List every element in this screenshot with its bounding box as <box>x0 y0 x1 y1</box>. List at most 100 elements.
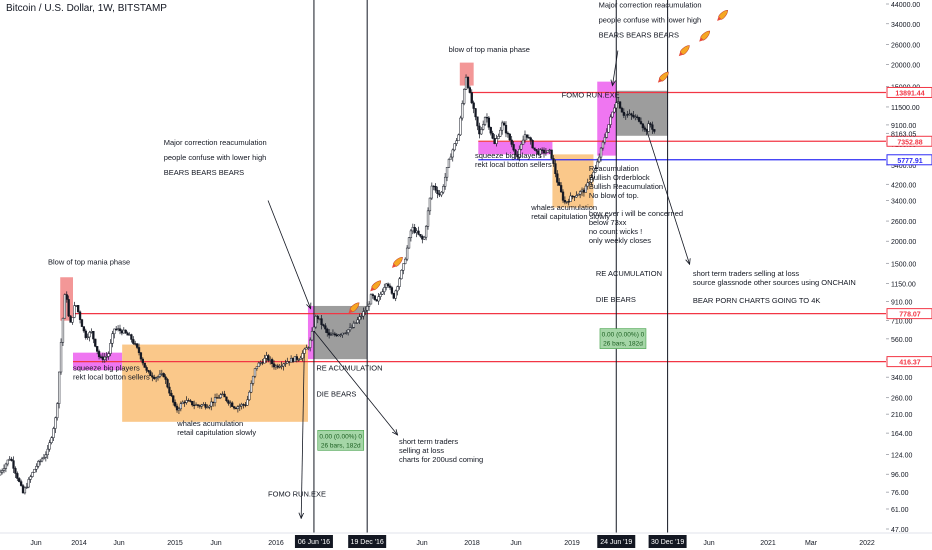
candle-body[interactable] <box>192 404 196 407</box>
candle-body[interactable] <box>130 334 133 340</box>
candle-body[interactable] <box>4 463 8 469</box>
candle-body[interactable] <box>170 392 173 397</box>
candle-body[interactable] <box>584 185 587 193</box>
candle-body[interactable] <box>571 195 574 198</box>
candle-body[interactable] <box>485 116 489 119</box>
candle-body[interactable] <box>8 458 11 461</box>
candle-body[interactable] <box>582 189 586 193</box>
candle-body[interactable] <box>189 400 192 402</box>
candle-body[interactable] <box>554 163 557 175</box>
candle-body[interactable] <box>103 356 106 360</box>
candle-body[interactable] <box>310 330 314 341</box>
candle-body[interactable] <box>269 359 272 361</box>
candle-body[interactable] <box>198 405 202 407</box>
candle-body[interactable] <box>360 315 363 318</box>
candle-body[interactable] <box>559 185 563 193</box>
candle-body[interactable] <box>611 111 614 118</box>
candle-body[interactable] <box>147 370 150 372</box>
candle-body[interactable] <box>202 404 205 406</box>
candle-body[interactable] <box>194 404 198 406</box>
candle-body[interactable] <box>0 470 4 473</box>
candle-body[interactable] <box>563 200 567 203</box>
candle-body[interactable] <box>504 124 508 134</box>
candle-body[interactable] <box>356 319 359 324</box>
candle-body[interactable] <box>478 125 481 135</box>
candle-body[interactable] <box>388 285 392 288</box>
candle-body[interactable] <box>381 291 384 295</box>
candle-body[interactable] <box>394 290 397 299</box>
candle-body[interactable] <box>231 402 234 407</box>
candle-body[interactable] <box>272 363 276 368</box>
arrow-fomo-2016[interactable] <box>301 357 305 518</box>
time-marker-badge[interactable] <box>348 535 387 548</box>
candle-body[interactable] <box>499 129 502 137</box>
candle-body[interactable] <box>634 116 637 118</box>
candle-body[interactable] <box>409 230 413 239</box>
candle-body[interactable] <box>341 332 344 335</box>
candle-body[interactable] <box>50 437 53 443</box>
candle-body[interactable] <box>383 287 386 293</box>
candle-body[interactable] <box>379 293 382 297</box>
candle-body[interactable] <box>10 458 13 461</box>
candle-body[interactable] <box>73 305 76 318</box>
candle-body[interactable] <box>476 116 479 127</box>
candle-body[interactable] <box>65 294 68 300</box>
candle-body[interactable] <box>181 401 184 405</box>
candle-body[interactable] <box>97 351 101 358</box>
candle-body[interactable] <box>489 127 492 134</box>
candle-body[interactable] <box>40 458 44 462</box>
candle-body[interactable] <box>392 293 395 299</box>
candle-body[interactable] <box>295 356 298 360</box>
candle-body[interactable] <box>331 333 335 336</box>
candle-body[interactable] <box>643 127 646 130</box>
candle-body[interactable] <box>255 366 259 369</box>
candle-body[interactable] <box>651 124 654 130</box>
candle-body[interactable] <box>120 330 124 334</box>
candle-body[interactable] <box>620 107 624 113</box>
candle-body[interactable] <box>122 329 125 334</box>
candle-body[interactable] <box>354 322 357 324</box>
candle-body[interactable] <box>274 365 278 368</box>
candle-body[interactable] <box>107 353 110 357</box>
candle-body[interactable] <box>497 136 500 139</box>
candle-body[interactable] <box>291 357 295 362</box>
candle-body[interactable] <box>223 393 226 398</box>
time-marker-badge[interactable] <box>597 535 636 548</box>
candle-body[interactable] <box>126 332 129 336</box>
candle-body[interactable] <box>210 401 213 407</box>
candle-body[interactable] <box>80 319 84 327</box>
candle-body[interactable] <box>609 116 612 125</box>
candle-body[interactable] <box>594 167 597 173</box>
candle-body[interactable] <box>539 149 542 155</box>
candle-body[interactable] <box>278 366 281 368</box>
candle-body[interactable] <box>263 358 266 364</box>
candle-body[interactable] <box>588 181 591 184</box>
gray-zone-2016[interactable] <box>313 305 368 360</box>
candle-body[interactable] <box>31 472 34 477</box>
candle-body[interactable] <box>301 353 304 359</box>
candle-body[interactable] <box>253 368 257 377</box>
candle-body[interactable] <box>185 400 188 403</box>
candle-body[interactable] <box>215 397 219 399</box>
candle-body[interactable] <box>449 156 452 160</box>
price-level-badge[interactable] <box>886 356 932 368</box>
candle-body[interactable] <box>377 296 380 302</box>
candle-body[interactable] <box>421 235 424 240</box>
candle-body[interactable] <box>265 355 268 359</box>
candle-body[interactable] <box>48 442 51 450</box>
candle-body[interactable] <box>558 182 561 186</box>
candle-body[interactable] <box>348 327 352 331</box>
time-marker-badge[interactable] <box>294 535 333 548</box>
candle-body[interactable] <box>154 377 158 379</box>
candle-body[interactable] <box>468 87 472 93</box>
candle-body[interactable] <box>561 191 565 201</box>
candle-body[interactable] <box>424 226 428 238</box>
candle-body[interactable] <box>183 401 186 404</box>
candle-body[interactable] <box>626 114 629 116</box>
candle-body[interactable] <box>172 395 175 403</box>
candle-body[interactable] <box>44 454 47 458</box>
candle-body[interactable] <box>573 196 576 198</box>
candle-body[interactable] <box>415 230 418 233</box>
candle-body[interactable] <box>132 339 135 344</box>
